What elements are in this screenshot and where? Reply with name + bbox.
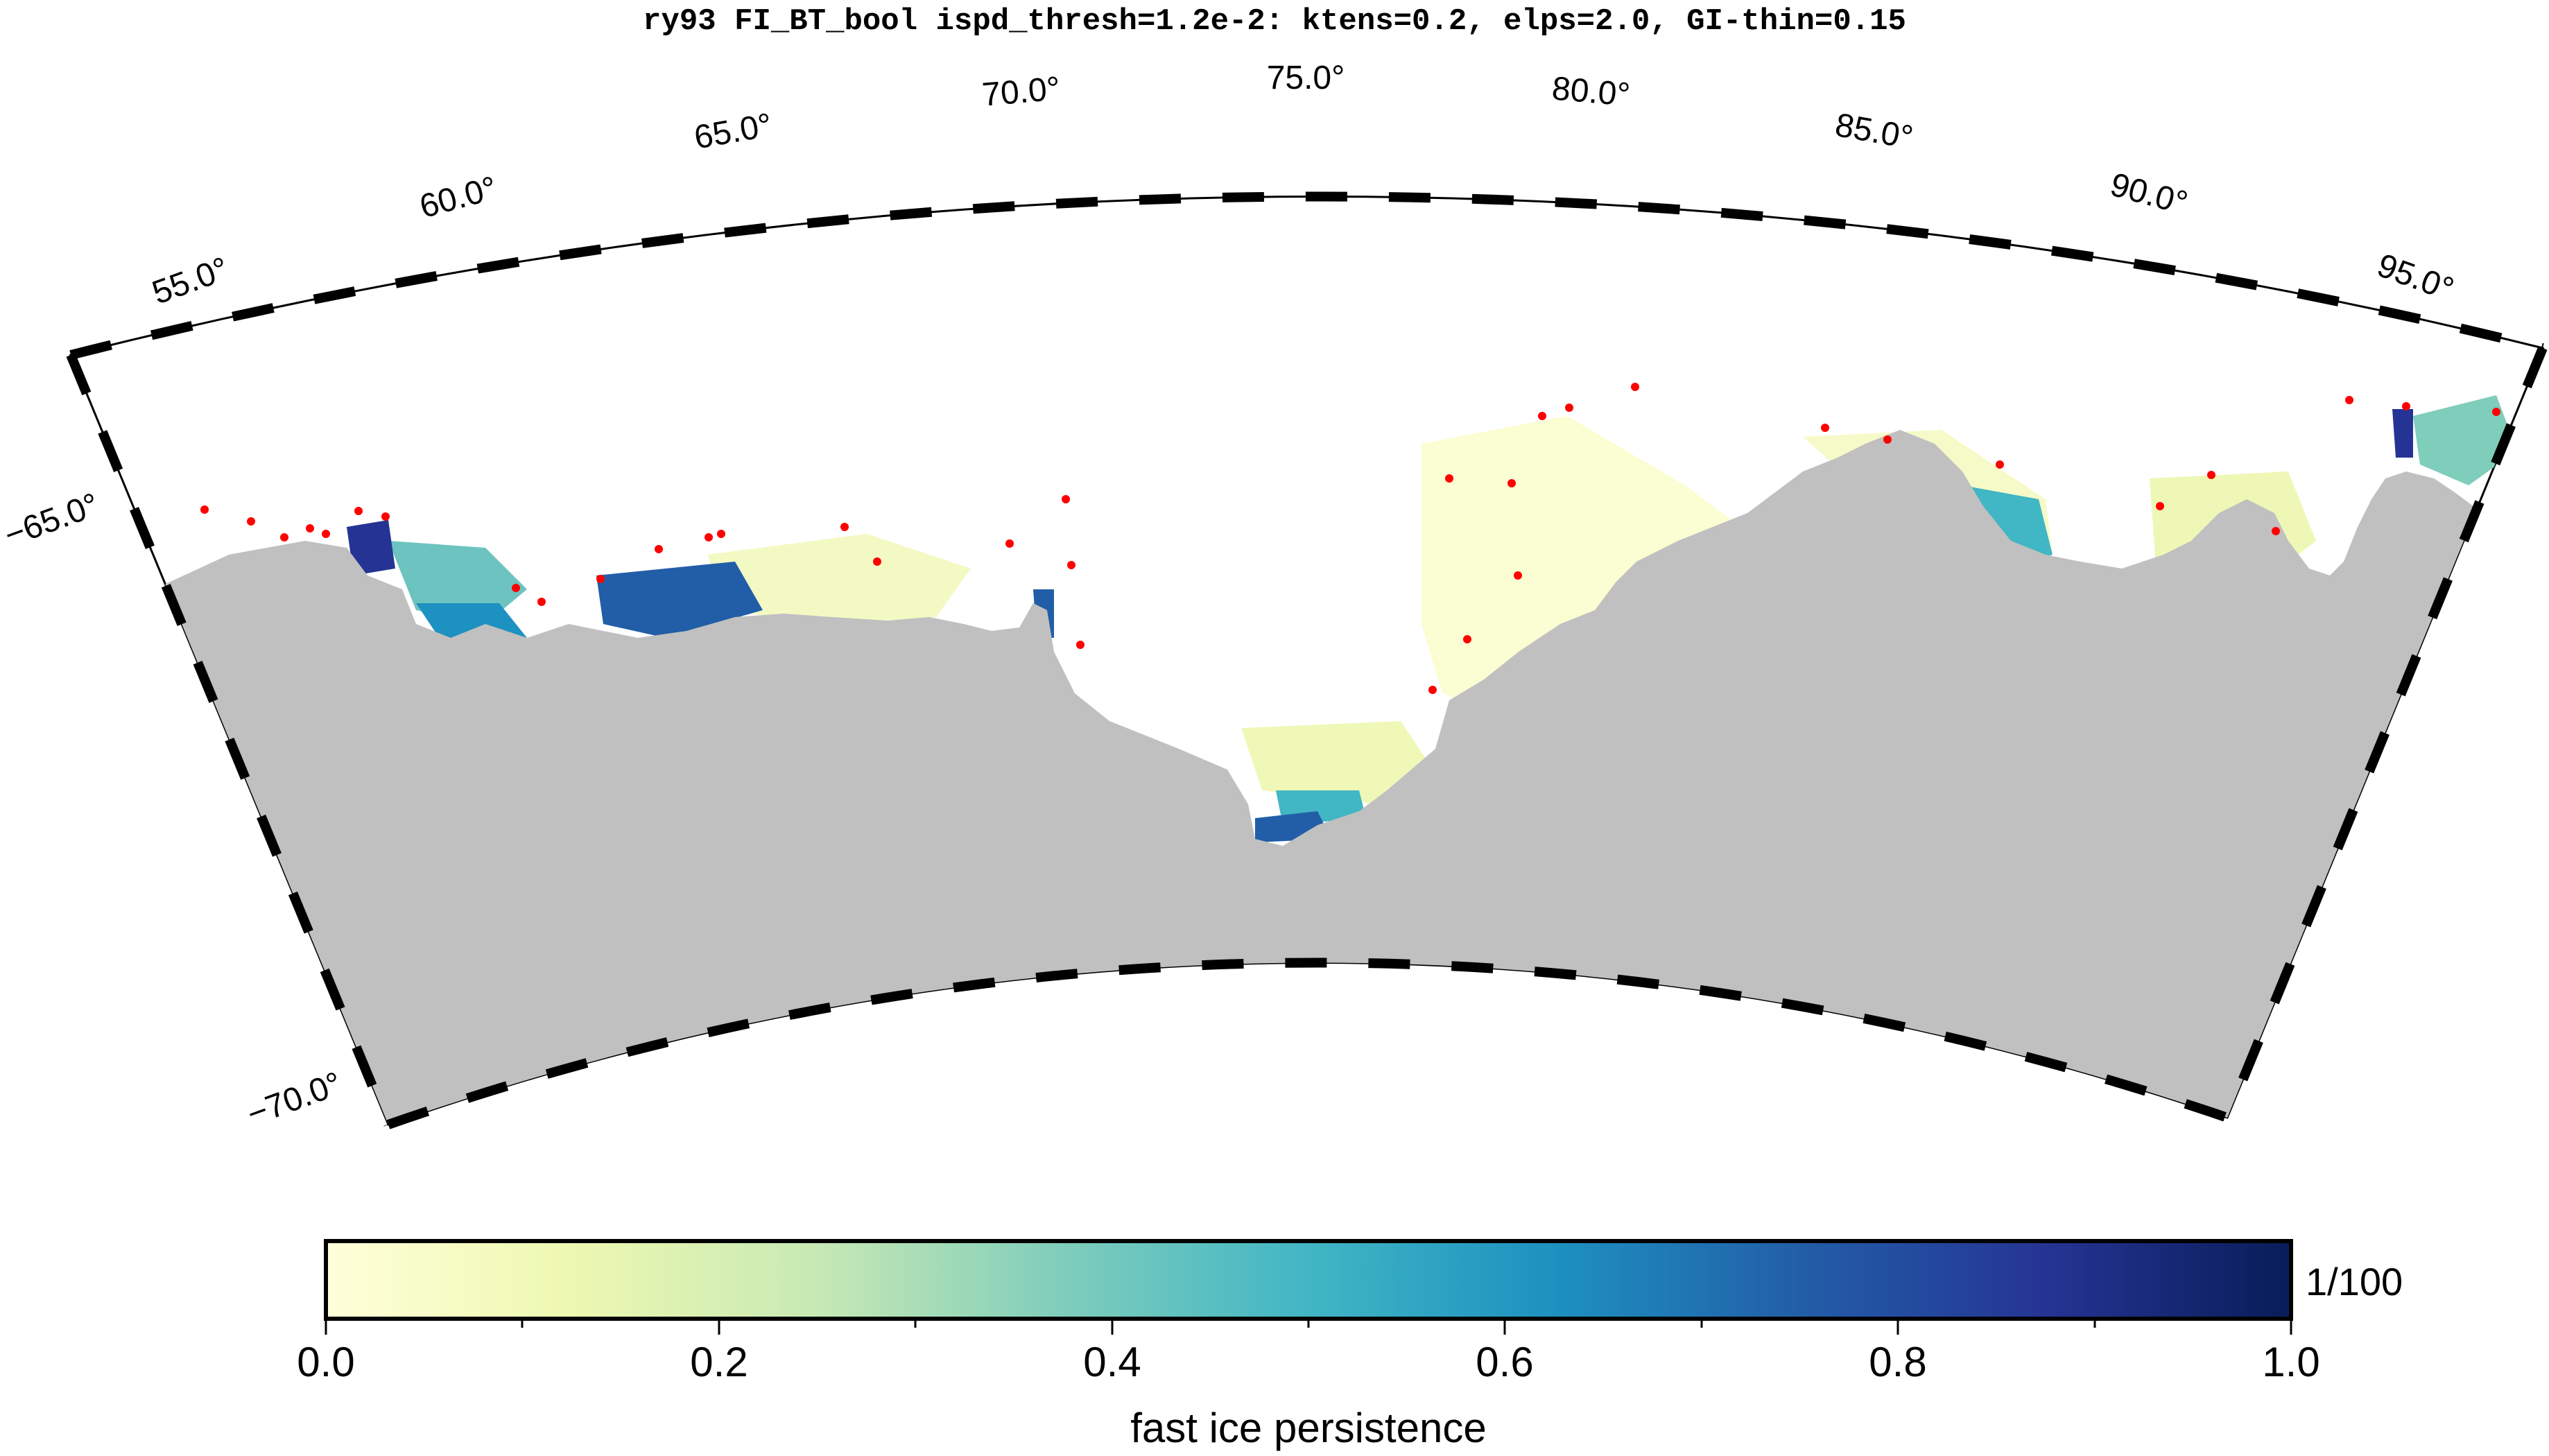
- longitude-label-60: 60.0°: [416, 170, 501, 225]
- iceberg-marker: [354, 507, 363, 515]
- fast-ice-dark-region-2: [596, 562, 763, 638]
- iceberg-marker: [1821, 424, 1829, 432]
- colorbar-tick-label: 0.4: [1083, 1339, 1141, 1385]
- longitude-label-85: 85.0°: [1833, 107, 1916, 157]
- iceberg-marker: [2402, 402, 2410, 410]
- colorbar-tick-label: 0.6: [1476, 1339, 1533, 1385]
- antarctic-land: [104, 430, 2543, 1125]
- iceberg-marker: [1565, 404, 1573, 412]
- frame-bottom-arc: [386, 957, 2229, 1129]
- iceberg-marker: [1076, 641, 1085, 649]
- iceberg-marker: [1631, 383, 1639, 391]
- fast-ice-mid-region-2: [1962, 485, 2053, 569]
- colorbar-tick-label: 1.0: [2262, 1339, 2319, 1385]
- longitude-labels: 55.0° 60.0° 65.0° 70.0° 75.0° 80.0° 85.0…: [148, 60, 2459, 312]
- fast-ice-mid-region-3: [2413, 395, 2517, 485]
- iceberg-marker: [1062, 495, 1070, 503]
- iceberg-marker: [1067, 561, 1075, 569]
- fast-ice-dark-region-1: [347, 520, 395, 575]
- longitude-label-75: 75.0°: [1267, 60, 1345, 96]
- iceberg-marker: [2492, 408, 2500, 416]
- frame-left-edge: [66, 353, 393, 1127]
- iceberg-marker: [596, 575, 605, 583]
- iceberg-marker: [840, 523, 849, 531]
- map-title: ry93 FI_BT_bool ispd_thresh=1.2e-2: kten…: [643, 4, 1906, 39]
- latitude-label-65: −65.0°: [0, 486, 104, 554]
- iceberg-marker: [1996, 460, 2004, 469]
- iceberg-marker: [717, 530, 725, 538]
- iceberg-marker: [1514, 571, 1522, 580]
- iceberg-marker: [1445, 474, 1453, 483]
- iceberg-marker: [322, 530, 330, 538]
- grounded-iceberg-markers: [200, 383, 2500, 694]
- iceberg-marker: [381, 512, 390, 521]
- iceberg-marker: [705, 533, 713, 541]
- iceberg-marker: [512, 584, 520, 592]
- fast-ice-pale-region-center: [1241, 721, 1428, 804]
- map-border: [66, 191, 2548, 1129]
- frame-top-arc: [69, 191, 2544, 360]
- latitude-label-70: −70.0°: [243, 1065, 347, 1133]
- longitude-label-70: 70.0°: [980, 70, 1062, 114]
- fast-ice-dark-region-6: [2392, 409, 2413, 458]
- longitude-label-90: 90.0°: [2107, 166, 2192, 222]
- iceberg-marker: [873, 557, 881, 566]
- fast-ice-pale-region-east: [1422, 416, 1740, 714]
- iceberg-marker: [247, 517, 255, 526]
- iceberg-marker: [280, 533, 288, 541]
- longitude-label-95: 95.0°: [2372, 247, 2458, 308]
- colorbar: 0.0 0.2 0.4 0.6 0.8 1.0 1/100 fast ice p…: [297, 1239, 2403, 1451]
- iceberg-marker: [2156, 502, 2164, 510]
- iceberg-marker: [537, 598, 546, 606]
- iceberg-marker: [2272, 527, 2280, 535]
- iceberg-marker: [1538, 412, 1546, 420]
- iceberg-marker: [1428, 686, 1437, 694]
- iceberg-marker: [306, 524, 314, 532]
- longitude-label-80: 80.0°: [1550, 70, 1632, 114]
- colorbar-tick-label: 0.2: [690, 1339, 748, 1385]
- iceberg-marker: [655, 545, 663, 553]
- iceberg-marker: [1507, 479, 1516, 487]
- colorbar-tick-label: 0.8: [1869, 1339, 1926, 1385]
- fast-ice-pale-region-west: [707, 534, 971, 624]
- frame-right-edge: [2222, 346, 2548, 1120]
- colorbar-gradient: [324, 1239, 2293, 1321]
- iceberg-marker: [1005, 539, 1014, 548]
- longitude-label-55: 55.0°: [148, 250, 234, 311]
- colorbar-unit-label: 1/100: [2306, 1260, 2403, 1303]
- iceberg-marker: [2345, 396, 2353, 404]
- colorbar-label: fast ice persistence: [1130, 1405, 1487, 1451]
- colorbar-ticks: [325, 1319, 2292, 1335]
- longitude-label-65: 65.0°: [691, 107, 775, 157]
- iceberg-marker: [200, 505, 209, 514]
- iceberg-marker: [2207, 471, 2215, 479]
- iceberg-marker: [1463, 635, 1471, 643]
- iceberg-marker: [1883, 435, 1892, 444]
- colorbar-tick-label: 0.0: [297, 1339, 354, 1385]
